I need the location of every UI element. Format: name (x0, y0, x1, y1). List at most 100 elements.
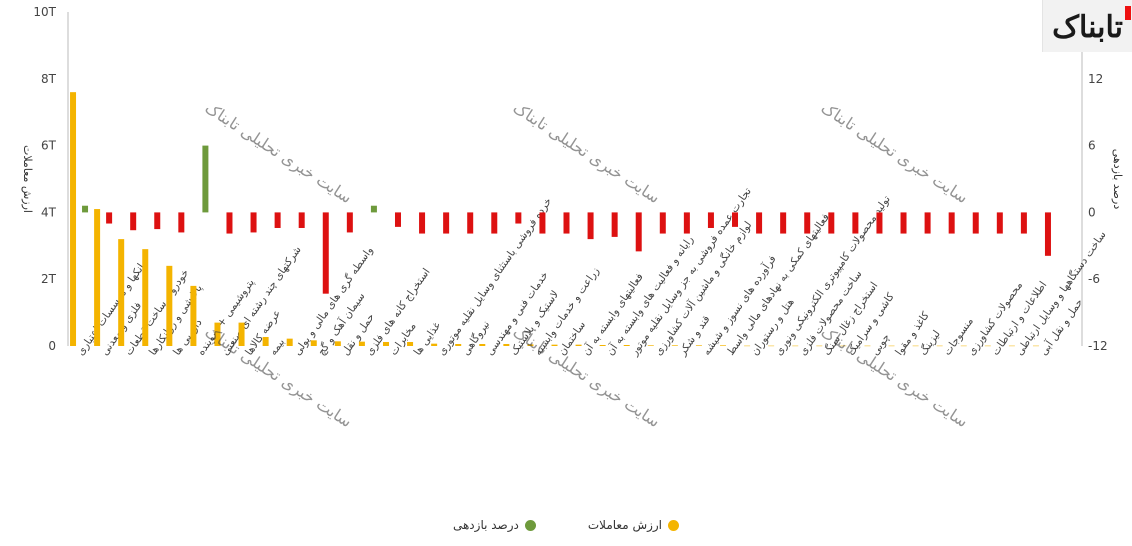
value-bar (527, 344, 534, 346)
returns-bar (635, 212, 642, 252)
left-tick-label: 0 (48, 339, 56, 353)
value-bar (455, 343, 462, 346)
returns-bar (346, 212, 353, 233)
value-bar (623, 344, 630, 346)
returns-bar (804, 212, 811, 234)
returns-bar (587, 212, 594, 240)
returns-bar (515, 212, 522, 224)
value-bar (816, 345, 823, 347)
legend-item-value: ارزش معاملات (587, 518, 680, 532)
returns-bar (900, 212, 907, 234)
logo-box: تابناک (1042, 0, 1132, 52)
logo-mark (1125, 6, 1131, 20)
returns-bar (876, 212, 883, 234)
left-tick-label: 2T (41, 272, 57, 286)
value-bar (551, 344, 558, 346)
right-tick-label: 0 (1088, 205, 1096, 219)
returns-bar (419, 212, 426, 234)
returns-bar (250, 212, 257, 233)
returns-bar (394, 212, 401, 227)
returns-bar (756, 212, 763, 234)
returns-bar (106, 212, 113, 224)
returns-bar (948, 212, 955, 234)
value-bar (695, 345, 702, 346)
returns-bar (611, 212, 618, 237)
returns-bar (539, 212, 546, 234)
returns-bar (707, 212, 714, 228)
returns-bar (130, 212, 137, 231)
legend-label-value: ارزش معاملات (587, 518, 663, 532)
left-axis-title: ارزش معاملات (21, 145, 34, 213)
value-bar (864, 345, 871, 347)
value-bar (286, 338, 293, 346)
value-bar (118, 239, 125, 346)
value-bar (479, 343, 486, 346)
value-bar (166, 265, 173, 346)
legend-dot-value (668, 519, 680, 531)
returns-bar (178, 212, 185, 233)
returns-bar (491, 212, 498, 234)
returns-bar (780, 212, 787, 234)
returns-bar (298, 212, 305, 228)
value-bar (912, 345, 919, 347)
value-bar (142, 249, 149, 346)
returns-bar (322, 212, 329, 294)
returns-bar (82, 205, 89, 213)
returns-bar (732, 212, 739, 227)
value-bar (1032, 345, 1039, 347)
value-bar (431, 343, 438, 346)
returns-bar (924, 212, 931, 234)
right-tick-label: -6 (1088, 272, 1100, 286)
returns-bar (443, 212, 450, 234)
value-bar (744, 345, 751, 347)
returns-bar (370, 205, 377, 213)
left-tick-label: 6T (41, 139, 57, 153)
returns-bar (274, 212, 281, 228)
value-bar (214, 322, 221, 346)
right-tick-label: -12 (1088, 339, 1108, 353)
value-bar (647, 345, 654, 346)
value-bar (503, 343, 510, 346)
value-bar (575, 344, 582, 346)
value-bar (960, 345, 967, 347)
returns-bar (683, 212, 690, 234)
value-bar (94, 209, 101, 346)
logo-text: تابناک (1052, 10, 1123, 45)
returns-bar (828, 212, 835, 234)
legend-item-returns: درصد بازدهی (453, 518, 536, 532)
right-tick-label: 12 (1088, 72, 1103, 86)
left-tick-label: 4T (41, 205, 57, 219)
value-bar (792, 345, 799, 347)
right-tick-label: 6 (1088, 139, 1096, 153)
value-bar (238, 322, 245, 346)
category-label: بیمه (267, 336, 287, 357)
value-bar (768, 345, 775, 347)
returns-bar (154, 212, 161, 230)
returns-bar (202, 145, 209, 213)
value-bar (382, 341, 389, 346)
value-bar (671, 345, 678, 346)
returns-bar (1020, 212, 1027, 234)
value-bar (984, 345, 991, 347)
returns-bar (972, 212, 979, 234)
left-tick-label: 8T (41, 72, 57, 86)
returns-bar (852, 212, 859, 234)
value-bar (262, 336, 269, 346)
returns-bar (1044, 212, 1051, 256)
value-bar (840, 345, 847, 347)
value-bar (599, 344, 606, 346)
legend-label-returns: درصد بازدهی (452, 518, 519, 532)
returns-bar (996, 212, 1003, 234)
value-bar (334, 341, 341, 346)
value-bar (358, 341, 365, 346)
returns-bar (659, 212, 666, 234)
right-axis-title: درصد بازدهی (1111, 149, 1124, 210)
value-bar (720, 345, 727, 346)
returns-bar (467, 212, 474, 234)
legend-dot-returns (524, 519, 536, 531)
value-bar (310, 340, 317, 346)
left-tick-label: 10T (33, 5, 56, 19)
value-bar (190, 285, 197, 346)
value-bar (407, 341, 414, 346)
